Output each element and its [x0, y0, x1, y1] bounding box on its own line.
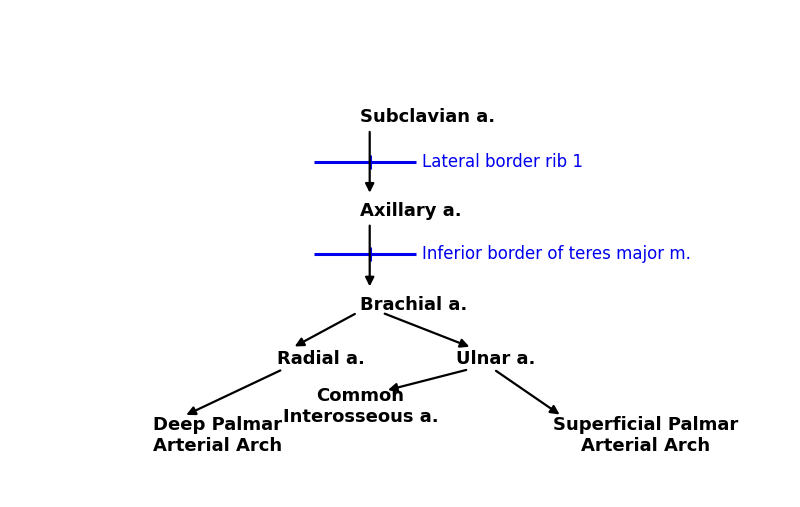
Text: Superficial Palmar
Arterial Arch: Superficial Palmar Arterial Arch [553, 416, 738, 455]
Text: Radial a.: Radial a. [277, 350, 365, 369]
Text: Deep Palmar
Arterial Arch: Deep Palmar Arterial Arch [153, 416, 282, 455]
Text: Inferior border of teres major m.: Inferior border of teres major m. [422, 245, 691, 263]
Text: Subclavian a.: Subclavian a. [360, 108, 495, 126]
Text: Lateral border rib 1: Lateral border rib 1 [422, 153, 583, 171]
Text: Brachial a.: Brachial a. [360, 296, 468, 314]
Text: Axillary a.: Axillary a. [360, 202, 462, 220]
Text: Ulnar a.: Ulnar a. [457, 350, 536, 369]
Text: Common
Interosseous a.: Common Interosseous a. [282, 387, 438, 426]
